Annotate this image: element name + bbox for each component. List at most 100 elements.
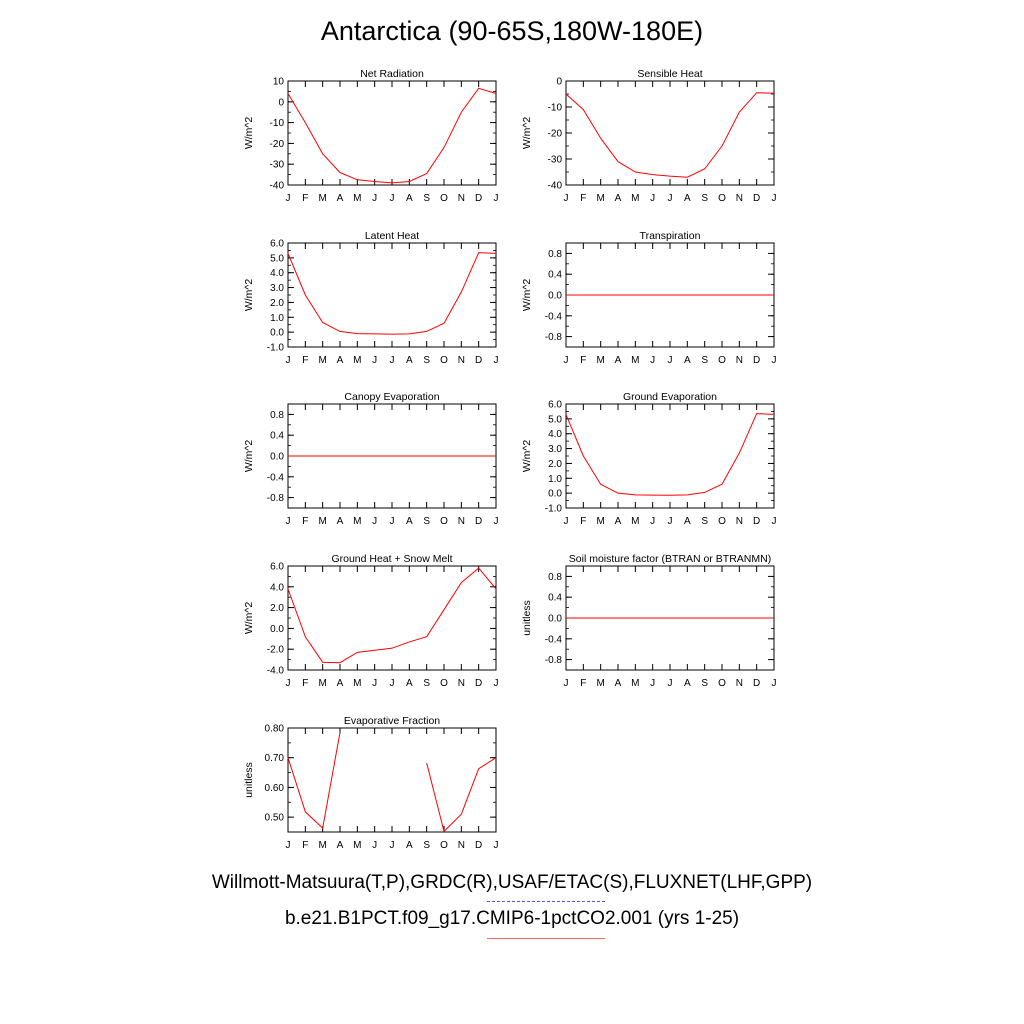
y-tick-label: 0	[556, 77, 562, 88]
x-tick-label: A	[337, 516, 344, 527]
x-tick-label: F	[302, 355, 308, 366]
y-tick-label: -1.0	[267, 343, 285, 354]
x-tick-label: D	[475, 193, 482, 204]
x-tick-label: M	[596, 678, 604, 689]
y-tick-label: 6.0	[270, 562, 284, 573]
x-tick-label: S	[423, 678, 430, 689]
x-tick-label: M	[353, 840, 361, 851]
x-tick-label: F	[580, 678, 586, 689]
y-tick-label: 4.0	[270, 582, 284, 593]
y-tick-label: 4.0	[548, 429, 562, 440]
x-tick-label: J	[564, 516, 569, 527]
y-tick-label: 0.0	[548, 614, 562, 625]
x-tick-label: N	[736, 193, 743, 204]
x-tick-label: J	[372, 840, 377, 851]
panel-title: Evaporative Fraction	[344, 715, 440, 727]
y-tick-label: 3.0	[548, 444, 562, 455]
x-tick-label: J	[650, 355, 655, 366]
y-tick-label: -20	[270, 139, 285, 150]
x-tick-label: J	[564, 678, 569, 689]
x-tick-label: J	[494, 678, 499, 689]
y-tick-label: 1.0	[270, 313, 284, 324]
panel-title: Transpiration	[640, 230, 701, 242]
panel-title: Net Radiation	[360, 68, 424, 80]
x-tick-label: N	[458, 678, 465, 689]
figure-title: Antarctica (90-65S,180W-180E)	[320, 16, 704, 46]
x-tick-label: O	[440, 678, 448, 689]
x-tick-label: A	[337, 840, 344, 851]
x-tick-label: F	[302, 840, 308, 851]
y-tick-label: 0.0	[270, 328, 284, 339]
y-tick-label: -2.0	[267, 645, 285, 656]
x-tick-label: S	[423, 516, 430, 527]
y-axis-label: unitless	[243, 762, 255, 798]
x-tick-label: A	[615, 678, 622, 689]
x-tick-label: J	[650, 516, 655, 527]
x-tick-label: J	[390, 355, 395, 366]
x-tick-label: S	[701, 355, 708, 366]
y-tick-label: 3.0	[270, 283, 284, 294]
x-tick-label: J	[390, 193, 395, 204]
y-tick-label: 0	[278, 97, 284, 108]
observations-caption: Willmott-Matsuura(T,P),GRDC(R),USAF/ETAC…	[211, 872, 813, 893]
series-line	[287, 87, 497, 184]
y-tick-label: 2.0	[270, 603, 284, 614]
x-tick-label: O	[718, 355, 726, 366]
x-tick-label: D	[753, 355, 760, 366]
x-tick-label: F	[580, 355, 586, 366]
series-line	[287, 252, 497, 335]
series-line	[565, 92, 775, 178]
y-tick-label: 0.0	[270, 452, 284, 463]
y-tick-label: 0.4	[548, 270, 562, 281]
plot-frame	[287, 80, 497, 186]
x-tick-label: A	[615, 193, 622, 204]
y-tick-label: -0.8	[545, 655, 563, 666]
x-tick-label: A	[406, 516, 413, 527]
plot-frame	[287, 727, 497, 833]
y-tick-label: 2.0	[548, 459, 562, 470]
x-tick-label: F	[302, 678, 308, 689]
x-tick-label: J	[390, 516, 395, 527]
y-tick-label: 0.0	[548, 291, 562, 302]
panel-title: Soil moisture factor (BTRAN or BTRANMN)	[569, 553, 771, 565]
y-tick-label: -10	[548, 103, 563, 114]
x-tick-label: M	[353, 355, 361, 366]
x-tick-label: M	[596, 516, 604, 527]
x-tick-label: J	[772, 193, 777, 204]
y-tick-label: 0.70	[265, 753, 285, 764]
x-tick-label: O	[718, 193, 726, 204]
x-tick-label: D	[475, 355, 482, 366]
x-tick-label: N	[458, 516, 465, 527]
x-tick-label: D	[753, 193, 760, 204]
y-tick-label: -30	[548, 155, 563, 166]
x-tick-label: M	[318, 678, 326, 689]
x-tick-label: N	[736, 516, 743, 527]
plot-frame	[287, 565, 497, 671]
model-line-key	[487, 938, 605, 939]
y-tick-label: 5.0	[548, 414, 562, 425]
x-tick-label: D	[475, 840, 482, 851]
panel-title: Latent Heat	[365, 230, 419, 242]
x-tick-label: F	[302, 516, 308, 527]
x-tick-label: M	[318, 516, 326, 527]
x-tick-label: J	[390, 678, 395, 689]
x-tick-label: J	[650, 193, 655, 204]
x-tick-label: O	[440, 516, 448, 527]
x-tick-label: A	[406, 193, 413, 204]
x-tick-label: M	[596, 193, 604, 204]
x-tick-label: A	[615, 355, 622, 366]
x-tick-label: M	[631, 516, 639, 527]
x-tick-label: J	[668, 355, 673, 366]
x-tick-label: N	[458, 193, 465, 204]
x-tick-label: A	[684, 678, 691, 689]
x-tick-label: O	[440, 355, 448, 366]
x-tick-label: M	[596, 355, 604, 366]
x-tick-label: A	[684, 516, 691, 527]
x-tick-label: A	[684, 193, 691, 204]
x-tick-label: J	[286, 678, 291, 689]
series-line	[287, 732, 341, 830]
panel-title: Ground Heat + Snow Melt	[331, 553, 452, 565]
x-tick-label: J	[564, 193, 569, 204]
